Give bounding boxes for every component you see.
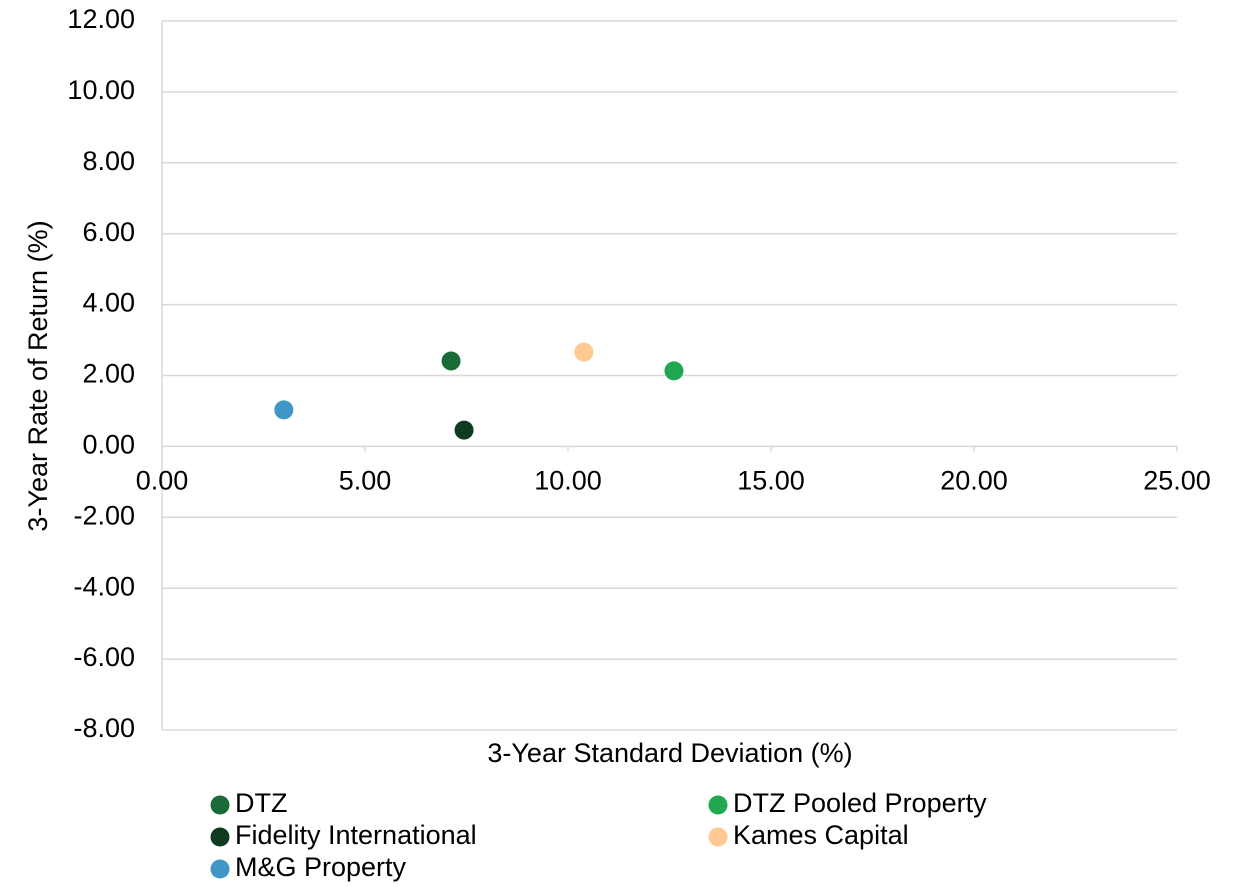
- y-tick-label: 6.00: [82, 217, 135, 247]
- point: [574, 342, 594, 362]
- y-tick-label: 0.00: [82, 430, 135, 460]
- legend-marker: [210, 795, 230, 815]
- x-tick-label: 15.00: [737, 466, 805, 496]
- y-tick-label: 2.00: [82, 359, 135, 389]
- y-tick-label: 10.00: [67, 75, 135, 105]
- x-tick-label: 5.00: [339, 466, 392, 496]
- legend-label: Fidelity International: [235, 820, 477, 850]
- x-axis-title: 3-Year Standard Deviation (%): [487, 738, 852, 768]
- y-tick-label: -8.00: [73, 713, 135, 743]
- y-tick-label: -4.00: [73, 571, 135, 601]
- legend-marker: [210, 827, 230, 847]
- point: [441, 351, 461, 371]
- y-tick-label: -6.00: [73, 642, 135, 672]
- legend-marker: [708, 795, 728, 815]
- point: [664, 361, 684, 381]
- x-tick-label: 20.00: [940, 466, 1008, 496]
- legend-label: M&G Property: [235, 852, 407, 882]
- y-axis-title: 3-Year Rate of Return (%): [23, 220, 53, 531]
- x-tick-label: 10.00: [534, 466, 602, 496]
- y-tick-label: 8.00: [82, 146, 135, 176]
- legend-label: DTZ: [235, 788, 287, 818]
- point: [274, 400, 294, 420]
- legend-label: Kames Capital: [733, 820, 909, 850]
- x-tick-label: 25.00: [1143, 466, 1211, 496]
- legend-label: DTZ Pooled Property: [733, 788, 987, 818]
- y-tick-label: 4.00: [82, 288, 135, 318]
- point: [454, 420, 474, 440]
- y-tick-label: -2.00: [73, 500, 135, 530]
- x-tick-label: 0.00: [136, 466, 189, 496]
- legend-marker: [708, 827, 728, 847]
- y-tick-label: 12.00: [67, 4, 135, 34]
- legend-marker: [210, 859, 230, 879]
